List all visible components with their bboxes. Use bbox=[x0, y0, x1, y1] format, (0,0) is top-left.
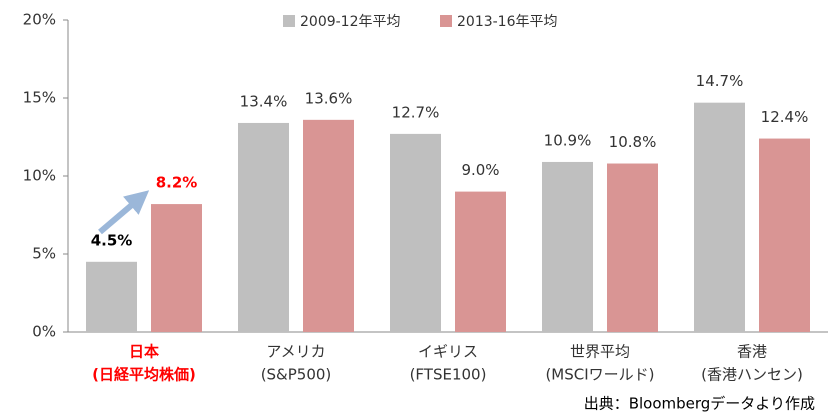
legend-label: 2009-12年平均 bbox=[300, 14, 401, 30]
value-label: 12.4% bbox=[761, 108, 809, 126]
bar bbox=[303, 119, 354, 332]
y-tick-label: 0% bbox=[32, 323, 56, 341]
value-label: 13.6% bbox=[305, 89, 353, 107]
legend-swatch bbox=[440, 15, 452, 27]
value-label: 12.7% bbox=[392, 103, 440, 121]
x-tick-label: アメリカ bbox=[266, 343, 325, 361]
bar bbox=[759, 138, 810, 332]
x-tick-label: (S&P500) bbox=[261, 366, 332, 384]
x-tick-label: イギリス bbox=[418, 343, 478, 361]
x-tick-label: 香港 bbox=[737, 343, 767, 361]
bar bbox=[238, 122, 289, 333]
source-note: 出典：Bloombergデータより作成 bbox=[584, 395, 815, 413]
bar bbox=[390, 133, 441, 332]
value-label: 8.2% bbox=[156, 174, 198, 192]
y-tick-label: 15% bbox=[23, 89, 56, 107]
x-tick-label: (MSCIワールド) bbox=[545, 366, 654, 384]
bar bbox=[151, 204, 202, 332]
value-label: 10.9% bbox=[544, 131, 592, 149]
bar bbox=[86, 261, 137, 332]
x-tick-label: (FTSE100) bbox=[410, 366, 487, 384]
bar bbox=[607, 163, 658, 332]
x-tick-label: (香港ハンセン) bbox=[701, 366, 803, 384]
legend-swatch bbox=[283, 15, 295, 27]
arrow bbox=[98, 190, 150, 235]
value-label: 9.0% bbox=[461, 161, 499, 179]
y-tick-label: 10% bbox=[23, 167, 56, 185]
value-label: 14.7% bbox=[696, 72, 744, 90]
x-tick-label: (日経平均株価) bbox=[92, 366, 196, 384]
value-label: 4.5% bbox=[91, 231, 133, 249]
legend-label: 2013-16年平均 bbox=[457, 14, 558, 30]
y-tick-label: 20% bbox=[23, 11, 56, 29]
x-tick-label: 日本 bbox=[129, 343, 159, 361]
value-label: 10.8% bbox=[609, 133, 657, 151]
y-tick-label: 5% bbox=[32, 245, 56, 263]
bar bbox=[694, 102, 745, 333]
bar bbox=[542, 161, 593, 332]
value-label: 13.4% bbox=[240, 92, 288, 110]
x-tick-label: 世界平均 bbox=[570, 343, 630, 361]
bar bbox=[455, 191, 506, 332]
